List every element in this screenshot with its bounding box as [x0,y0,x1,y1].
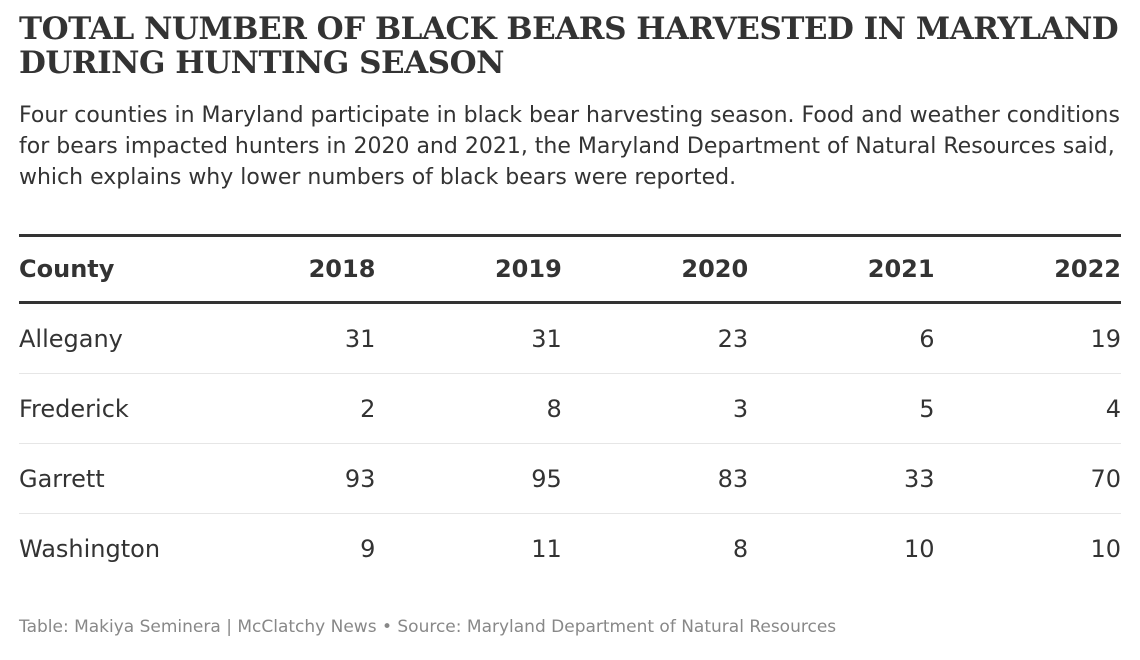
data-table: County 2018 2019 2020 2021 2022 Allegany 31 31 2… [19,234,1121,583]
value-cell: 9 [360,534,376,563]
value-cell: 19 [934,302,1121,374]
chart-title: Total number of black bears harvested in… [19,11,1119,81]
value-cell: 83 [561,443,749,514]
value-cell: 23 [561,302,749,374]
value-cell: 5 [748,373,935,444]
value-cell: 3 [561,373,749,444]
value-cell: 6 [748,302,935,374]
table-row: Frederick 2 8 3 5 4 [19,373,1121,444]
value-cell: 70 [934,443,1121,514]
chart-footer: Table: Makiya Seminera | McClatchy News … [19,617,837,637]
column-header-2021[interactable]: 2021 [748,234,935,304]
table-row: Washington 9 11 8 10 10 [19,514,1121,584]
value-cell: 10 [1090,534,1121,563]
value-cell: 8 [732,534,749,563]
table-header-row: County 2018 2019 2020 2021 2022 [19,234,1121,304]
column-header-2019[interactable]: 2019 [375,234,562,304]
value-cell: 11 [531,534,562,563]
value-cell: 31 [189,302,376,374]
column-header-2018[interactable]: 2018 [189,234,376,304]
column-header-2022[interactable]: 2022 [934,234,1121,304]
value-cell: 95 [375,443,562,514]
value-cell: 31 [375,302,562,374]
value-cell: 93 [189,443,376,514]
column-header-2020[interactable]: 2020 [561,234,749,304]
chart-subtitle: Four counties in Maryland participate in… [19,103,1120,190]
county-cell: Allegany [19,302,189,374]
county-cell: Washington [19,534,161,563]
county-cell: Frederick [19,373,189,444]
value-cell: 10 [904,534,935,563]
value-cell: 2 [189,373,376,444]
county-cell: Garrett [19,443,189,514]
value-cell: 8 [375,373,562,444]
table-row: Garrett 93 95 83 33 70 [19,443,1121,514]
value-cell: 33 [748,443,935,514]
value-cell: 4 [934,373,1121,444]
table-row: Allegany 31 31 23 6 19 [19,302,1121,374]
column-header-county[interactable]: County [19,234,189,304]
